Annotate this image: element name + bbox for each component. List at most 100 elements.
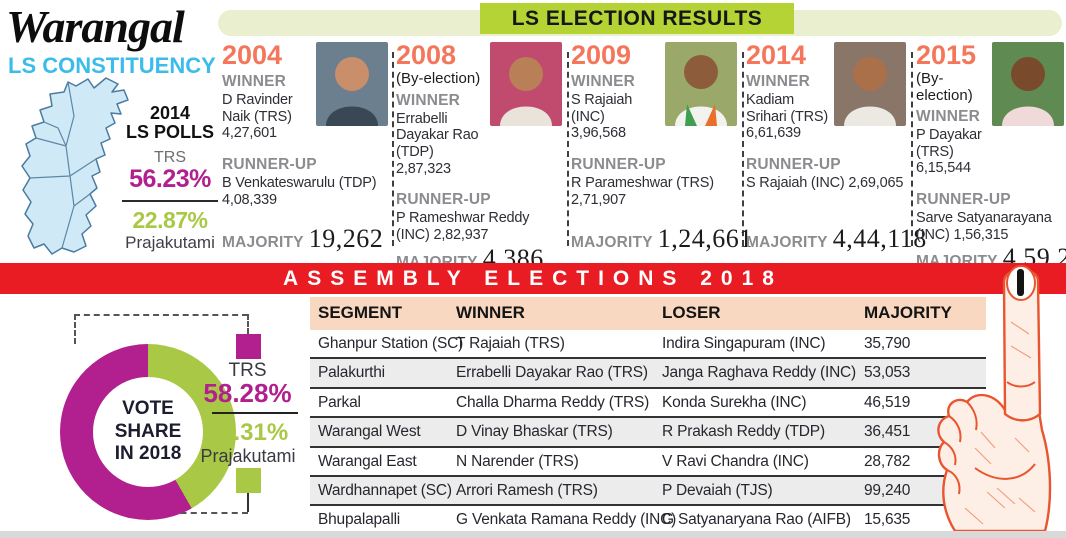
table-row: Parkal Challa Dharma Reddy (TRS) Konda S… (310, 389, 986, 419)
donut-label-line: VOTE (122, 397, 174, 419)
cell-loser: Janga Raghava Reddy (INC) (662, 364, 857, 382)
column-header-winner: WINNER (456, 303, 525, 322)
winner-label: WINNER (746, 73, 811, 90)
legend-connector (247, 314, 249, 334)
column-header-loser: LOSER (662, 303, 721, 322)
table-header: SEGMENT WINNER LOSER MAJORITY (310, 297, 986, 330)
assembly-elections-banner: ASSEMBLY ELECTIONS 2018 (0, 263, 1066, 294)
winner-label: WINNER (916, 108, 981, 125)
column-divider (567, 52, 569, 246)
year-label: 2015 (916, 40, 977, 70)
year-label: 2004 (222, 40, 283, 70)
candidate-photo-2008 (490, 42, 562, 126)
page-subtitle: LS CONSTITUENCY (8, 53, 216, 78)
legend-connector (160, 512, 248, 514)
cell-majority: 99,240 (864, 481, 911, 499)
cell-segment: Ghanpur Station (SC) (318, 335, 464, 352)
cell-winner: G Venkata Ramana Reddy (INC) (456, 511, 677, 529)
cell-majority: 36,451 (864, 423, 911, 441)
stat-year: 2014 (149, 103, 191, 123)
year-label: 2009 (571, 40, 632, 70)
candidate-photo-2004 (316, 42, 388, 126)
table-row: Palakurthi Errabelli Dayakar Rao (TRS) J… (310, 359, 986, 389)
ls-result-2004: 2004 WINNER D Ravinder Naik (TRS) 4,27,6… (222, 42, 388, 254)
prajakutami-legend-percent: 32.31% (206, 419, 289, 446)
majority-label: MAJORITY (222, 234, 304, 251)
cell-winner: T Rajaiah (TRS) (456, 335, 565, 352)
runner-up-label: RUNNER-UP (571, 156, 666, 174)
winner-label: WINNER (571, 73, 636, 90)
column-header-majority: MAJORITY (864, 303, 952, 322)
ls-results-banner: LS ELECTION RESULTS (480, 3, 794, 34)
runner-up-label: RUNNER-UP (916, 191, 1011, 209)
table-row: Ghanpur Station (SC) T Rajaiah (TRS) Ind… (310, 330, 986, 360)
winner-value: P Dayakar (TRS) 6,15,544 (916, 127, 982, 177)
donut-label-line: IN 2018 (114, 443, 182, 465)
legend-connector (74, 314, 76, 344)
cell-majority: 15,635 (864, 511, 911, 529)
cell-majority: 46,519 (864, 393, 911, 411)
majority-value: 1,24,661 (657, 224, 753, 253)
cell-majority: 35,790 (864, 335, 911, 352)
legend-connector (247, 493, 249, 512)
table-row: Warangal East N Narender (TRS) V Ravi Ch… (310, 448, 986, 477)
cell-loser: P Devaiah (TJS) (662, 481, 773, 499)
stat-label: LS POLLS (125, 122, 214, 143)
ls-result-2008: 2008 (By-election) WINNER Errabelli Daya… (396, 42, 562, 273)
cell-loser: Konda Surekha (INC) (662, 393, 807, 411)
cell-winner: Challa Dharma Reddy (TRS) (456, 393, 650, 411)
column-header-segment: SEGMENT (318, 303, 403, 322)
ls-polls-2014-stats: 2014 LS POLLS TRS 56.23% 22.87% Prajakut… (120, 103, 220, 252)
divider (122, 200, 218, 203)
winner-value: S Rajaiah (INC) 3,96,568 (571, 92, 633, 142)
ls-result-2015: 2015 (By-election) WINNER P Dayakar (TRS… (916, 40, 1066, 273)
prajakutami-legend-swatch (236, 468, 261, 493)
cell-majority: 53,053 (864, 364, 911, 382)
cell-segment: Parkal (318, 393, 361, 411)
cell-segment: Bhupalapalli (318, 511, 401, 529)
trs-legend-percent: 58.28% (203, 378, 292, 408)
majority-label: MAJORITY (571, 234, 653, 251)
vote-share-donut-chart (60, 344, 236, 520)
runner-up-value: P Rameshwar Reddy (INC) 2,82,937 (396, 210, 530, 243)
candidate-photo-2015 (992, 42, 1064, 126)
donut-label-line: SHARE (114, 420, 182, 442)
winner-label: WINNER (396, 91, 461, 109)
cell-majority: 28,782 (864, 452, 911, 470)
cell-segment: Warangal West (318, 423, 421, 441)
majority-label: MAJORITY (746, 234, 828, 251)
year-label: 2014 (746, 40, 807, 70)
ls-result-2014: 2014 WINNER Kadiam Srihari (TRS) 6,61,63… (746, 40, 926, 254)
stat-prajakutami-percent: 22.87% (132, 207, 208, 234)
donut-center-label: VOTE SHARE IN 2018 (60, 344, 236, 520)
winner-value: D Ravinder Naik (TRS) 4,27,601 (222, 92, 293, 142)
runner-up-label: RUNNER-UP (222, 156, 317, 174)
runner-up-value: S Rajaiah (INC) 2,69,065 (746, 175, 904, 192)
stat-party-prajakutami: Prajakutami (125, 232, 215, 252)
majority-value: 4,44,118 (832, 224, 927, 253)
candidate-photo-2014 (834, 42, 906, 126)
table-row: Bhupalapalli G Venkata Ramana Reddy (INC… (310, 506, 986, 533)
runner-up-value: Sarve Satyanarayana (INC) 1,56,315 (916, 210, 1052, 243)
assembly-results-table: Ghanpur Station (SC) T Rajaiah (TRS) Ind… (310, 330, 986, 534)
cell-segment: Palakurthi (318, 364, 385, 382)
cell-segment: Wardhannapet (SC) (318, 481, 452, 499)
inked-voting-finger-icon (937, 265, 1052, 531)
trs-legend-name: TRS (228, 360, 267, 381)
runner-up-label: RUNNER-UP (746, 156, 841, 174)
cell-loser: Indira Singapuram (INC) (662, 335, 826, 352)
majority-value: 19,262 (308, 224, 384, 253)
winner-label: WINNER (222, 73, 287, 90)
cell-winner: D Vinay Bhaskar (TRS) (456, 423, 613, 441)
cell-loser: V Ravi Chandra (INC) (662, 452, 809, 470)
trs-legend-swatch (236, 334, 261, 359)
cell-winner: Arrori Ramesh (TRS) (456, 481, 598, 499)
column-divider (742, 52, 744, 246)
by-election-note: (By-election) (916, 70, 973, 104)
cell-loser: R Prakash Reddy (TDP) (662, 423, 825, 441)
column-divider (911, 52, 913, 246)
assembly-banner-text: ASSEMBLY ELECTIONS 2018 (283, 266, 783, 290)
stat-trs-percent: 56.23% (129, 165, 211, 194)
district-map-icon (21, 77, 129, 255)
cell-segment: Warangal East (318, 452, 417, 470)
